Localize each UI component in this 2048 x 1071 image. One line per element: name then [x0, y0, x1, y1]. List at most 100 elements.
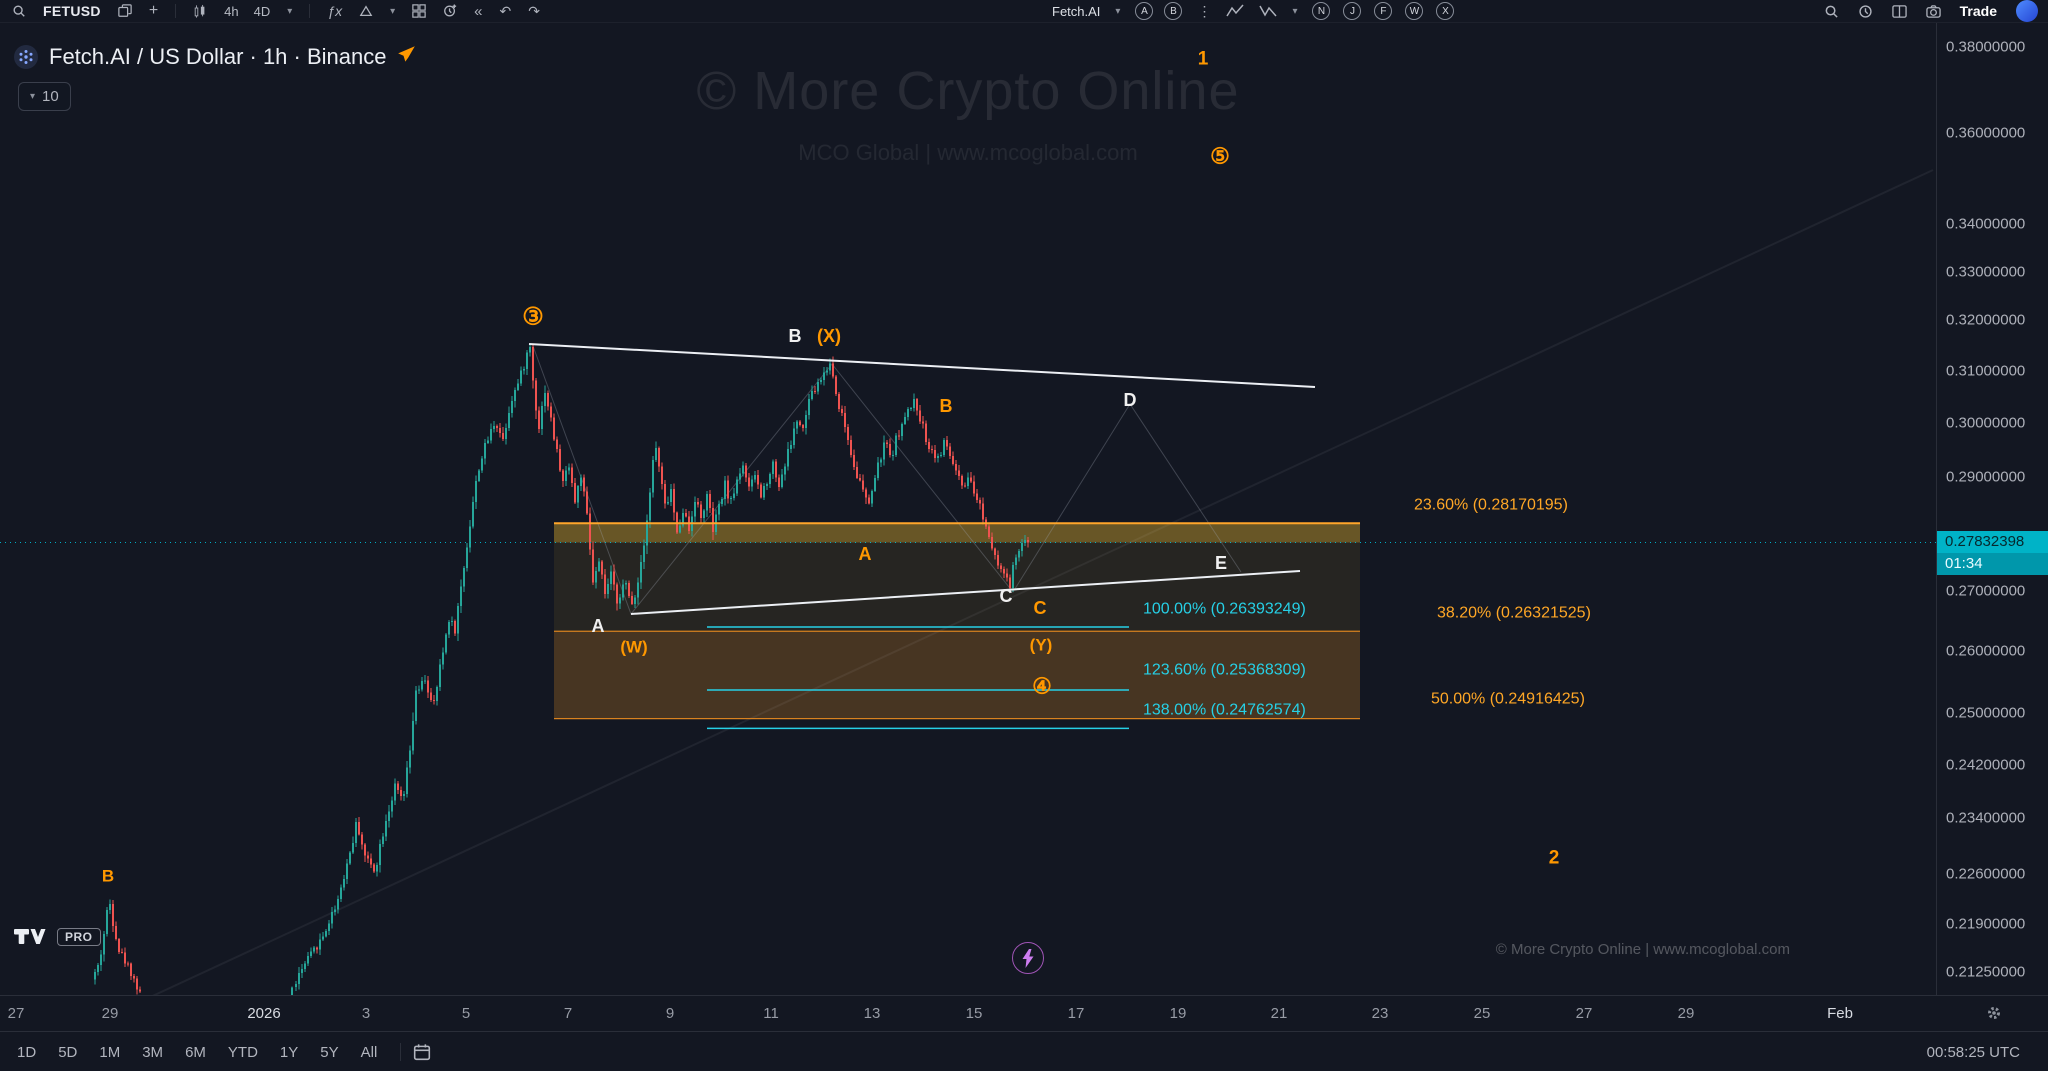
range-button-5y[interactable]: 5Y: [320, 1043, 339, 1061]
axis-settings-gear-icon[interactable]: [1986, 1005, 2002, 1026]
pattern-tool-icon[interactable]: [1259, 4, 1278, 18]
svg-text:50.00% (0.24916425): 50.00% (0.24916425): [1431, 691, 1585, 708]
chevron-down-icon[interactable]: ▾: [390, 5, 396, 17]
range-button-1d[interactable]: 1D: [17, 1043, 37, 1061]
time-axis-label[interactable]: 29: [101, 1005, 119, 1022]
toolbar-divider: [400, 1043, 402, 1061]
svg-text:(W): (W): [620, 638, 647, 657]
user-avatar[interactable]: [2016, 0, 2038, 22]
range-buttons: 1D 5D 1M 3M 6M YTD 1Y 5Y All: [0, 1040, 388, 1065]
time-axis-label[interactable]: 17: [1067, 1005, 1085, 1022]
price-axis-label: 0.32000000: [1946, 311, 2026, 329]
svg-text:23.60% (0.28170195): 23.60% (0.28170195): [1414, 497, 1568, 514]
top-toolbar: FETUSD + 4h 4D ▾ ƒx: [0, 0, 2048, 23]
svg-text:38.20% (0.26321525): 38.20% (0.26321525): [1437, 605, 1591, 622]
tool-circle-b[interactable]: B: [1164, 2, 1183, 20]
search-icon[interactable]: [1824, 4, 1839, 19]
chart-type-icon[interactable]: [193, 4, 207, 19]
snapshot-camera-icon[interactable]: [1925, 4, 1941, 19]
symbol-header[interactable]: Fetch.AI / US Dollar · 1h · Binance: [14, 44, 416, 70]
time-axis-label[interactable]: 25: [1473, 1005, 1491, 1022]
time-axis-label[interactable]: Feb: [1827, 1005, 1853, 1022]
time-axis-label[interactable]: 21: [1270, 1005, 1288, 1022]
chart-pane[interactable]: 23.60% (0.28170195) 38.20% (0.26321525) 50…: [0, 0, 1936, 995]
time-axis-label[interactable]: 27: [7, 1005, 25, 1022]
compare-icon[interactable]: [118, 4, 132, 18]
svg-text:B: B: [789, 326, 802, 346]
tool-circle-j[interactable]: J: [1343, 2, 1362, 20]
timeframe-button-4h[interactable]: 4h: [224, 3, 239, 19]
wave-tool-icon[interactable]: [1226, 4, 1245, 18]
time-axis-label[interactable]: 9: [665, 1005, 675, 1022]
price-axis-label: 0.38000000: [1946, 38, 2026, 56]
tool-circle-a[interactable]: A: [1135, 2, 1154, 20]
tool-circle-x[interactable]: X: [1436, 2, 1455, 20]
price-axis-label: 0.22600000: [1946, 865, 2026, 883]
range-button-1m[interactable]: 1M: [99, 1043, 121, 1061]
boost-button[interactable]: [1012, 942, 1044, 974]
multi-layout-icon[interactable]: [1891, 4, 1907, 19]
fib-zones: [554, 523, 1360, 719]
more-icon[interactable]: ⋮: [1197, 3, 1212, 19]
templates-icon[interactable]: [359, 4, 373, 18]
tradingview-logo[interactable]: PRO: [14, 926, 101, 947]
svg-text:B: B: [940, 396, 953, 416]
clock-utc[interactable]: 00:58:25 UTC: [1926, 1043, 2020, 1061]
range-button-ytd[interactable]: YTD: [227, 1043, 258, 1061]
time-axis-label[interactable]: 15: [965, 1005, 983, 1022]
price-chart[interactable]: 23.60% (0.28170195) 38.20% (0.26321525) 50…: [0, 0, 1936, 995]
symbol-name[interactable]: FETUSD: [43, 3, 101, 19]
share-icon[interactable]: [397, 45, 416, 69]
time-axis-label[interactable]: 27: [1575, 1005, 1593, 1022]
time-axis-label[interactable]: 19: [1169, 1005, 1187, 1022]
fib-retracement: 23.60% (0.28170195) 38.20% (0.26321525) 50…: [554, 497, 1591, 720]
chevron-down-icon[interactable]: ▾: [1292, 5, 1298, 17]
watermark-title: © More Crypto Online: [696, 61, 1240, 121]
tool-circle-w[interactable]: W: [1405, 2, 1424, 20]
tool-circle-f[interactable]: F: [1374, 2, 1393, 20]
time-axis-label[interactable]: 5: [461, 1005, 471, 1022]
time-axis-label[interactable]: 2026: [247, 1005, 281, 1022]
range-button-all[interactable]: All: [360, 1043, 378, 1061]
indicators-icon[interactable]: ƒx: [327, 3, 343, 19]
replay-icon[interactable]: «: [474, 2, 483, 20]
symbol-title[interactable]: Fetch.AI / US Dollar · 1h · Binance: [49, 44, 387, 69]
time-axis-label[interactable]: 23: [1371, 1005, 1389, 1022]
tool-circle-n[interactable]: N: [1312, 2, 1331, 20]
chevron-down-icon[interactable]: ▾: [1115, 5, 1121, 17]
redo-icon[interactable]: ↷: [528, 3, 540, 19]
undo-icon[interactable]: ↶: [499, 3, 512, 19]
timeframe-buttons: 4h 4D: [224, 4, 270, 19]
range-button-1y[interactable]: 1Y: [279, 1043, 299, 1061]
svg-text:2: 2: [1549, 848, 1560, 869]
layout-grid-icon[interactable]: [412, 4, 426, 18]
timeframe-button-4d[interactable]: 4D: [253, 3, 271, 19]
time-axis-label[interactable]: 29: [1677, 1005, 1695, 1022]
time-axis-label[interactable]: 11: [763, 1005, 779, 1022]
price-axis[interactable]: 0.27832398 01:34 0.38000000 0.36000000 0.3…: [1936, 0, 2048, 995]
time-axis-label[interactable]: 13: [863, 1005, 881, 1022]
wave-labels: ③ B (X) B D A C C E A (W) (Y) ④ B 1 ⑤ 2: [102, 49, 1559, 886]
objects-collapse-pill[interactable]: ▾ 10: [18, 82, 71, 111]
symbol-search-icon[interactable]: [12, 4, 26, 18]
range-button-3m[interactable]: 3M: [142, 1043, 164, 1061]
bottom-toolbar: 1D 5D 1M 3M 6M YTD 1Y 5Y All 00:58:25 UTC: [0, 1031, 2048, 1071]
chevron-down-icon[interactable]: ▾: [287, 5, 293, 17]
time-axis[interactable]: 27 29 2026 3 5 7 9 11 13 15 17 19 21 23 25 27 29 Feb: [0, 995, 2048, 1032]
range-button-5d[interactable]: 5D: [58, 1043, 78, 1061]
range-button-6m[interactable]: 6M: [185, 1043, 206, 1061]
time-axis-label[interactable]: 3: [361, 1005, 371, 1022]
symbol-logo-icon: [14, 45, 38, 69]
price-axis-label: 0.21900000: [1946, 915, 2026, 933]
drawing-symbol-label[interactable]: Fetch.AI: [1052, 3, 1101, 19]
svg-text:E: E: [1215, 553, 1227, 573]
alert-plus-icon[interactable]: [443, 4, 457, 18]
trade-button[interactable]: Trade: [1959, 3, 1997, 19]
svg-text:A: A: [592, 616, 605, 636]
add-symbol-icon[interactable]: +: [148, 2, 159, 19]
time-axis-label[interactable]: 7: [563, 1005, 573, 1022]
goto-date-icon[interactable]: [413, 1043, 431, 1061]
alert-clock-icon[interactable]: [1858, 4, 1873, 19]
